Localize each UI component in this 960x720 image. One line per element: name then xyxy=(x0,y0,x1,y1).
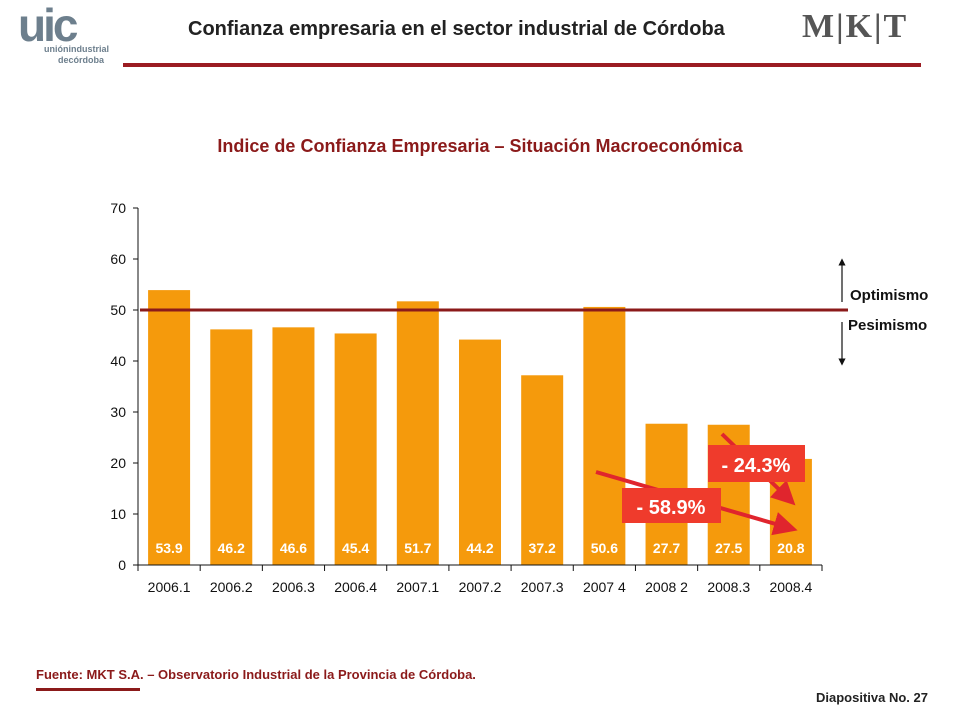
y-tick-label: 50 xyxy=(110,302,126,318)
bar-2006.4 xyxy=(334,333,377,565)
y-tick-label: 70 xyxy=(110,200,126,216)
y-tick-label: 0 xyxy=(118,557,126,573)
header-divider xyxy=(123,63,921,67)
source-divider xyxy=(36,688,140,691)
uic-logo: uic uniónindustrial decórdoba xyxy=(18,0,118,66)
x-tick-label: 2007 4 xyxy=(583,579,626,595)
callout-58-box xyxy=(622,488,721,523)
bar-2007.3 xyxy=(521,375,564,565)
x-tick-label: 2008.4 xyxy=(769,579,812,595)
value-label: 53.9 xyxy=(155,540,182,556)
value-label: 50.6 xyxy=(591,540,618,556)
bar-2007 4 xyxy=(583,306,626,565)
slide-number: Diapositiva No. 27 xyxy=(816,690,928,705)
x-tick-label: 2007.1 xyxy=(396,579,439,595)
x-tick-label: 2006.4 xyxy=(334,579,377,595)
x-tick-label: 2008 2 xyxy=(645,579,688,595)
bar-2007.1 xyxy=(396,301,439,565)
pessimism-label: Pesimismo xyxy=(848,317,928,334)
value-label: 20.8 xyxy=(777,540,804,556)
mkt-logo: M|K|T xyxy=(802,8,909,45)
callout-58-label: - 58.9% xyxy=(637,497,706,519)
bar-2007.2 xyxy=(459,339,501,565)
x-tick-label: 2007.3 xyxy=(521,579,564,595)
y-tick-label: 10 xyxy=(110,506,126,522)
y-tick-label: 30 xyxy=(110,404,126,420)
uic-logo-line2: decórdoba xyxy=(58,55,105,65)
uic-logo-line1: uniónindustrial xyxy=(44,44,109,54)
value-label: 46.2 xyxy=(218,540,245,556)
chart-title: Indice de Confianza Empresaria – Situaci… xyxy=(217,136,743,156)
callout-24-box xyxy=(708,445,805,482)
bar-2006.3 xyxy=(272,327,315,565)
value-label: 27.7 xyxy=(653,540,680,556)
x-tick-label: 2006.1 xyxy=(148,579,191,595)
x-tick-label: 2006.3 xyxy=(272,579,315,595)
uic-logo-mark: uic xyxy=(18,0,78,51)
callout-24-label: - 24.3% xyxy=(722,455,791,477)
x-tick-label: 2006.2 xyxy=(210,579,253,595)
x-tick-label: 2008.3 xyxy=(707,579,750,595)
y-tick-label: 20 xyxy=(110,455,126,471)
y-tick-label: 40 xyxy=(110,353,126,369)
optimism-label: Optimismo xyxy=(850,287,929,304)
value-label: 46.6 xyxy=(280,540,307,556)
x-tick-label: 2007.2 xyxy=(459,579,502,595)
value-label: 51.7 xyxy=(404,540,431,556)
y-tick-label: 60 xyxy=(110,251,126,267)
source-note: Fuente: MKT S.A. – Observatorio Industri… xyxy=(36,667,476,682)
value-label: 44.2 xyxy=(466,540,493,556)
bar-2006.1 xyxy=(148,290,191,565)
value-label: 45.4 xyxy=(342,540,369,556)
page-title: Confianza empresaria en el sector indust… xyxy=(188,18,725,40)
value-label: 37.2 xyxy=(529,540,556,556)
bar-2006.2 xyxy=(210,329,253,565)
value-label: 27.5 xyxy=(715,540,742,556)
